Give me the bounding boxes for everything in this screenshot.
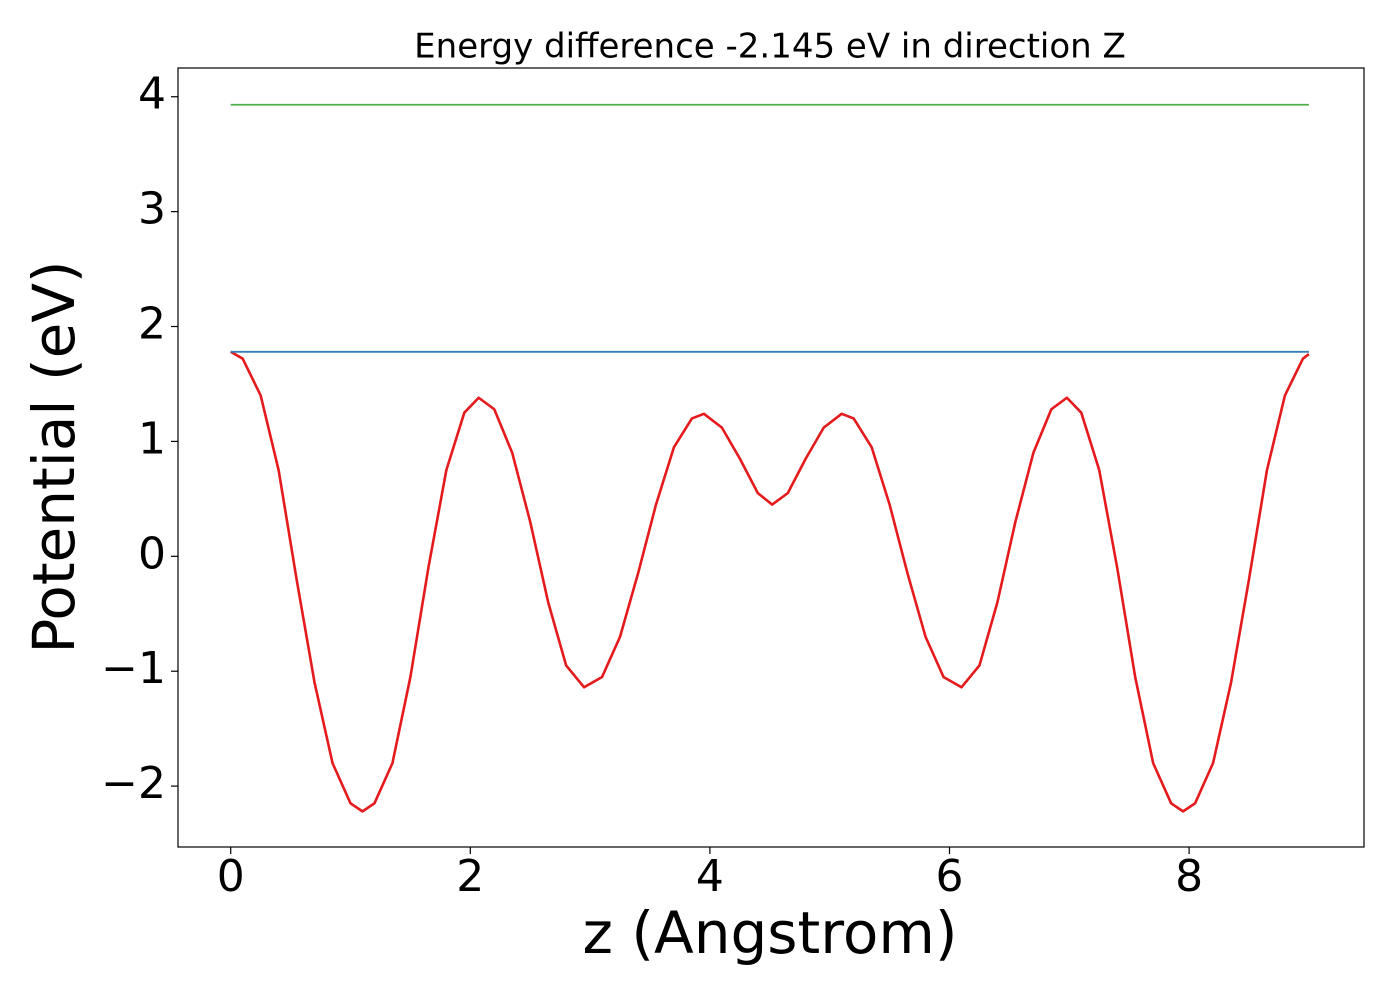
- x-axis-label: z (Angstrom): [583, 899, 958, 967]
- y-axis-label: Potential (eV): [20, 260, 88, 653]
- y-tick-label: 4: [138, 69, 166, 120]
- x-tick-label: 4: [696, 851, 724, 902]
- chart-title: Energy difference -2.145 eV in direction…: [414, 27, 1126, 67]
- x-tick-label: 6: [935, 851, 963, 902]
- plot-frame: [177, 67, 1365, 848]
- x-tick-label: 2: [456, 851, 484, 902]
- x-tick-label: 0: [217, 851, 245, 902]
- y-tick-label: −2: [101, 758, 166, 809]
- x-tick-label: 8: [1175, 851, 1203, 902]
- y-tick-label: 0: [138, 528, 166, 579]
- y-tick-label: −1: [101, 643, 166, 694]
- y-tick-label: 3: [138, 184, 166, 235]
- y-tick-label: 1: [138, 413, 166, 464]
- series-line: [230, 350, 1310, 813]
- y-tick-label: 2: [138, 299, 166, 350]
